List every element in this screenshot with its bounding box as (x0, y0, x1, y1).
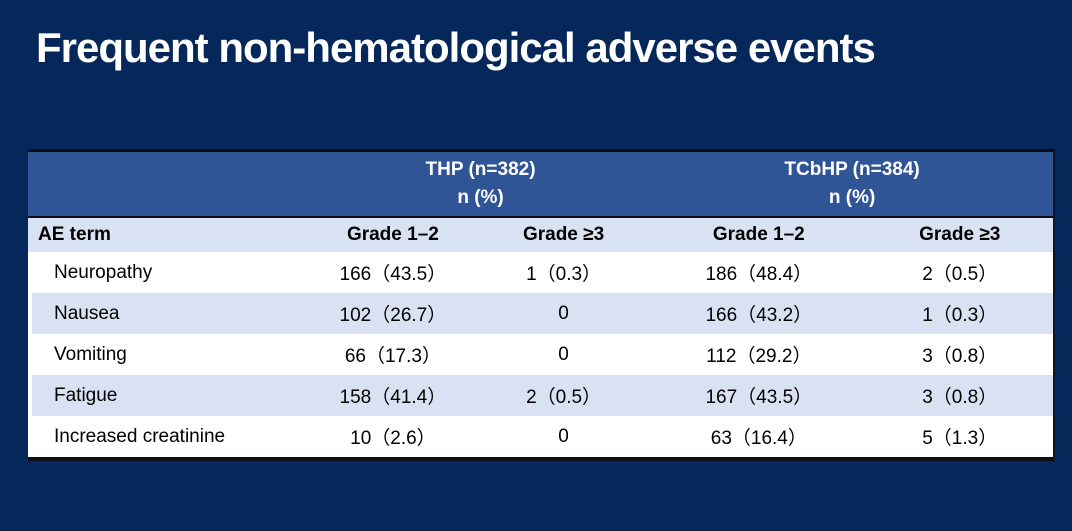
arm-header-corner (28, 152, 310, 218)
ae-term-cell: Neuropathy (28, 252, 310, 293)
value-cell: 166（43.2） (651, 293, 867, 334)
value-cell: 112（29.2） (651, 334, 867, 375)
adverse-events-table-container: THP (n=382) n (%) TCbHP (n=384) n (%) AE… (28, 149, 1055, 461)
arm-header-tcbhp-label: TCbHP (n=384) (784, 159, 920, 181)
table-row-neuropathy: Neuropathy 166（43.5） 1（0.3） 186（48.4） 2（… (28, 252, 1053, 293)
ae-term-cell: Fatigue (28, 375, 310, 416)
column-header-row: AE term Grade 1–2 Grade ≥3 Grade 1–2 Gra… (28, 218, 1053, 252)
value-cell: 0 (475, 416, 652, 457)
value-cell: 3（0.8） (866, 375, 1053, 416)
arm-header-tcbhp-sub: n (%) (828, 187, 876, 208)
column-header-grade3-thp: Grade ≥3 (475, 218, 652, 252)
value-cell: 63（16.4） (651, 416, 867, 457)
table-row-vomiting: Vomiting 66（17.3） 0 112（29.2） 3（0.8） (28, 334, 1053, 375)
ae-term-cell: Nausea (28, 293, 310, 334)
table-row-fatigue: Fatigue 158（41.4） 2（0.5） 167（43.5） 3（0.8… (28, 375, 1053, 416)
arm-header-row: THP (n=382) n (%) TCbHP (n=384) n (%) (28, 152, 1053, 218)
value-cell: 3（0.8） (866, 334, 1053, 375)
column-header-grade3-tcbhp: Grade ≥3 (866, 218, 1053, 252)
adverse-events-table: THP (n=382) n (%) TCbHP (n=384) n (%) AE… (28, 152, 1053, 457)
value-cell: 102（26.7） (309, 293, 476, 334)
table-row-nausea: Nausea 102（26.7） 0 166（43.2） 1（0.3） (28, 293, 1053, 334)
value-cell: 167（43.5） (651, 375, 867, 416)
arm-header-thp-sub: n (%) (457, 187, 504, 208)
value-cell: 186（48.4） (651, 252, 867, 293)
ae-term-cell: Vomiting (28, 334, 310, 375)
arm-header-thp-label: THP (n=382) (425, 159, 536, 181)
value-cell: 2（0.5） (866, 252, 1053, 293)
page-title: Frequent non-hematological adverse event… (36, 24, 876, 71)
arm-header-tcbhp: TCbHP (n=384) n (%) (651, 152, 1053, 218)
value-cell: 0 (475, 293, 652, 334)
table-row-increased-creatinine: Increased creatinine 10（2.6） 0 63（16.4） … (28, 416, 1053, 457)
value-cell: 2（0.5） (475, 375, 652, 416)
column-header-grade12-tcbhp: Grade 1–2 (651, 218, 867, 252)
ae-term-cell: Increased creatinine (28, 416, 310, 457)
value-cell: 1（0.3） (475, 252, 652, 293)
value-cell: 5（1.3） (866, 416, 1053, 457)
value-cell: 0 (475, 334, 652, 375)
value-cell: 1（0.3） (866, 293, 1053, 334)
value-cell: 166（43.5） (309, 252, 476, 293)
value-cell: 158（41.4） (309, 375, 476, 416)
column-header-ae-term: AE term (28, 218, 310, 252)
value-cell: 10（2.6） (309, 416, 476, 457)
column-header-grade12-thp: Grade 1–2 (309, 218, 476, 252)
value-cell: 66（17.3） (309, 334, 476, 375)
arm-header-thp: THP (n=382) n (%) (309, 152, 652, 218)
